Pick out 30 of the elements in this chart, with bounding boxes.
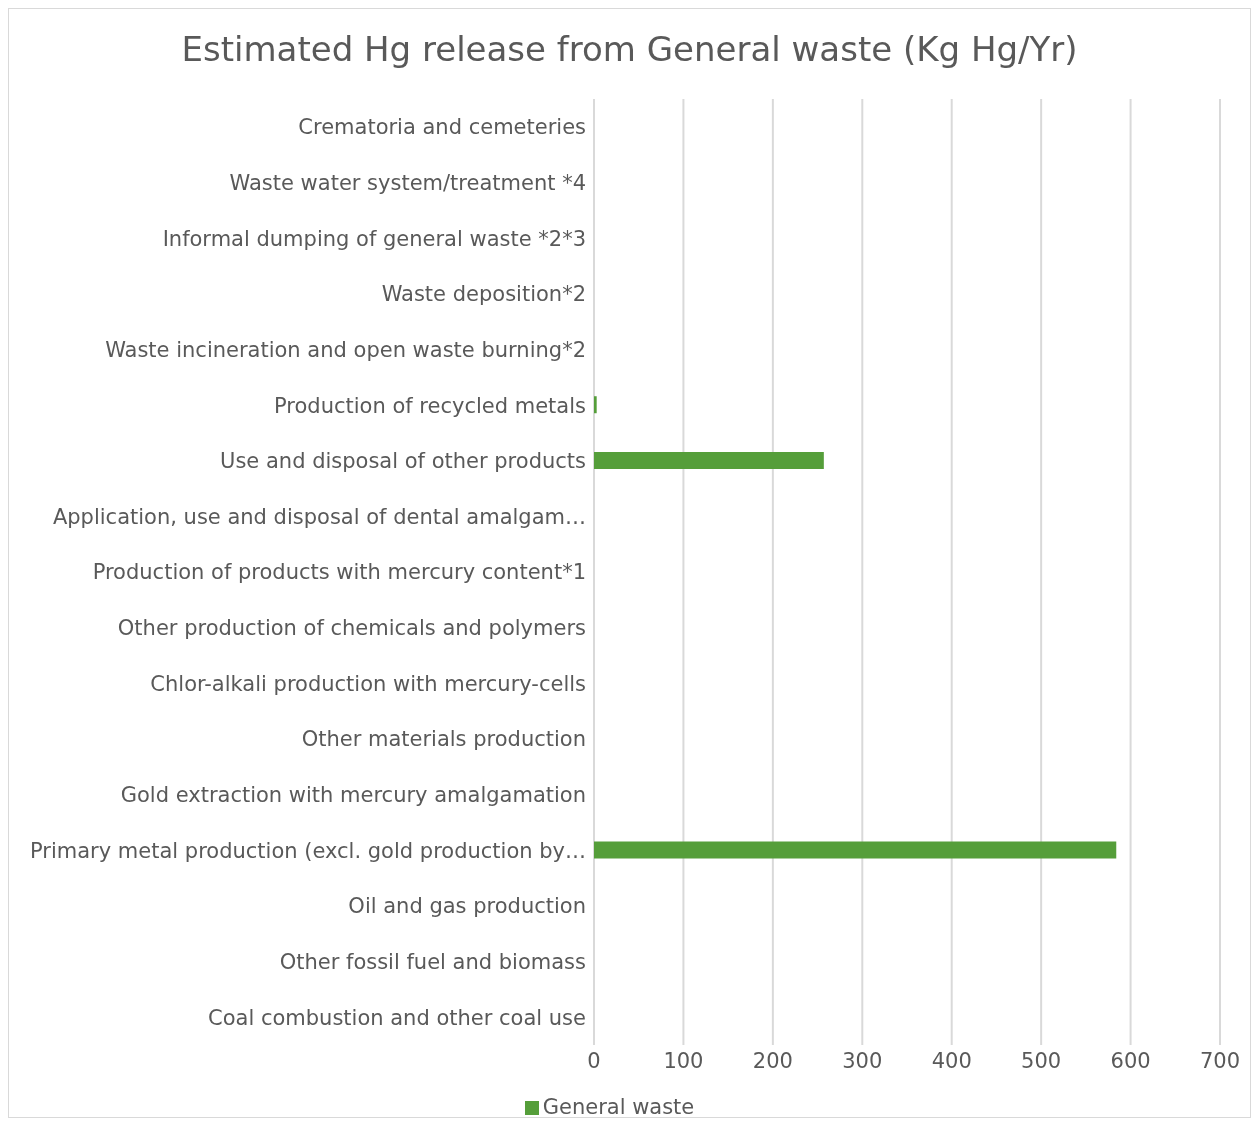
x-tick-label: 300 [842, 1048, 883, 1073]
y-tick-label: Waste deposition*2 [381, 282, 586, 307]
bar [594, 451, 824, 469]
y-tick-label: Production of products with mercury content*1 [92, 560, 586, 585]
x-tick-label: 100 [663, 1048, 704, 1073]
legend-label: General waste [542, 1095, 695, 1119]
y-tick-label: Crematoria and cemeteries [298, 115, 586, 140]
y-tick-label: Coal combustion and other coal use [208, 1005, 586, 1030]
y-tick-label: Waste incineration and open waste burning*2 [105, 337, 586, 362]
y-tick-label: Oil and gas production [348, 894, 586, 919]
x-tick-label: 700 [1199, 1048, 1241, 1073]
y-tick-label: Chlor-alkali production with mercury-cells [150, 671, 586, 696]
bar [594, 396, 597, 414]
x-tick-label: 600 [1110, 1048, 1151, 1073]
chart-title: Estimated Hg release from General waste (Kg Hg/Yr) [180, 28, 1079, 71]
x-tick-label: 200 [752, 1048, 793, 1073]
y-tick-label: Other materials production [301, 727, 586, 752]
y-tick-label: Informal dumping of general waste *2*3 [162, 226, 586, 251]
x-tick-label: 0 [587, 1048, 601, 1073]
y-tick-label: Other fossil fuel and biomass [279, 949, 586, 974]
y-tick-label: Production of recycled metals [274, 393, 586, 418]
y-tick-label: Waste water system/treatment *4 [229, 170, 586, 195]
y-tick-label: Primary metal production (excl. gold production by… [30, 838, 586, 863]
x-tick-label: 500 [1021, 1048, 1062, 1073]
y-tick-label: Use and disposal of other products [220, 449, 586, 474]
bar [594, 841, 1117, 859]
y-tick-label: Gold extraction with mercury amalgamation [120, 783, 586, 808]
y-tick-label: Other production of chemicals and polymers [117, 616, 586, 641]
x-tick-label: 400 [931, 1048, 972, 1073]
y-tick-label: Application, use and disposal of dental amalgam… [52, 504, 586, 529]
